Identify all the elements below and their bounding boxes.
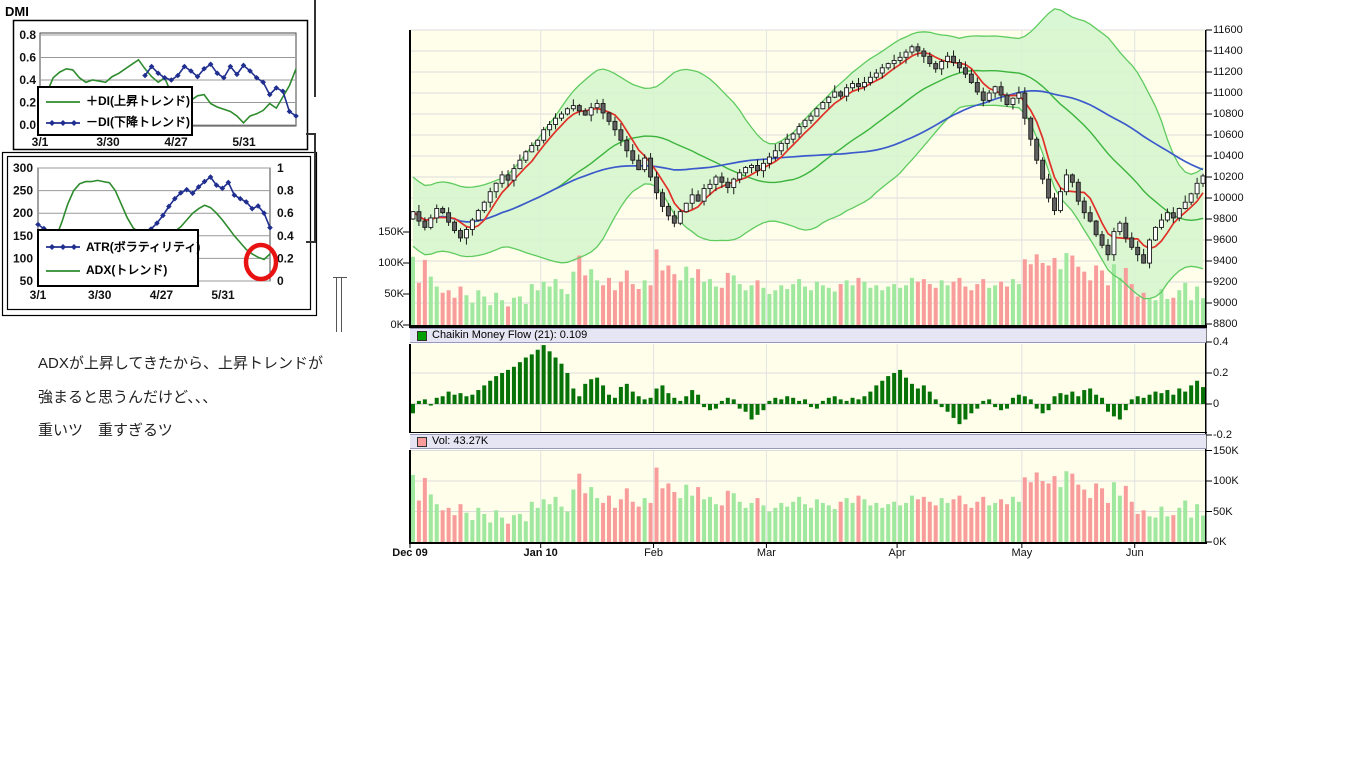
annotation-line-2: 強まると思うんだけど、、、: [38, 389, 218, 406]
svg-text:100: 100: [13, 251, 33, 265]
price-axis-label: 9600: [1213, 234, 1238, 246]
svg-text:4/27: 4/27: [150, 288, 174, 302]
svg-text:0.6: 0.6: [19, 51, 36, 65]
svg-text:0.4: 0.4: [19, 73, 36, 87]
svg-text:3/30: 3/30: [96, 135, 120, 149]
month-axis-label: Jun: [1125, 547, 1144, 559]
svg-text:5/31: 5/31: [232, 135, 256, 149]
svg-text:50: 50: [20, 274, 34, 288]
svg-text:150: 150: [13, 229, 33, 243]
price-axis-label: 10200: [1213, 171, 1244, 183]
price-axis-label: 9800: [1213, 213, 1238, 225]
plus-di-line-marker: [45, 95, 81, 107]
frame-fragment-bracket-t1: [306, 133, 314, 135]
price-axis-label: 8800: [1213, 318, 1238, 330]
volume-axis-label: 150K: [1213, 444, 1239, 457]
legend-item-adx: ADX(トレンド): [39, 261, 197, 278]
volume-header-label: Vol: 43.27K: [432, 435, 489, 447]
svg-text:5/31: 5/31: [211, 288, 235, 302]
price-axis-label: 10600: [1213, 129, 1244, 141]
volume-swatch-icon: [417, 436, 427, 447]
month-axis-label: Jan 10: [523, 547, 558, 559]
main-chart-axes: [403, 29, 1212, 548]
price-axis-label: 10000: [1213, 192, 1244, 204]
svg-text:250: 250: [13, 184, 33, 198]
adx-label: ADX(トレンド): [86, 263, 168, 278]
price-axis-label: 10800: [1213, 108, 1244, 120]
month-axis-label: Apr: [888, 547, 906, 559]
volume-axis-label: 0K: [1213, 536, 1227, 548]
cmf-header-label: Chaikin Money Flow (21): 0.109: [432, 329, 588, 341]
price-axis-label: 11000: [1213, 87, 1243, 99]
svg-text:0.8: 0.8: [19, 28, 36, 42]
svg-text:300: 300: [13, 161, 33, 175]
frame-fragment-corner-v1: [336, 278, 337, 332]
atr-adx-legend: ATR(ボラティリティ) ADX(トレンド): [37, 229, 201, 287]
plus-di-label: ＋DI(上昇トレンド): [86, 94, 190, 108]
month-axis-label: Feb: [644, 547, 664, 559]
svg-text:3/30: 3/30: [88, 288, 112, 302]
svg-text:3/1: 3/1: [30, 288, 47, 302]
month-axis-label: Mar: [756, 547, 776, 559]
cmf-axis-label: 0.4: [1213, 336, 1229, 348]
volume-plot[interactable]: [410, 450, 1206, 542]
svg-text:0.8: 0.8: [277, 184, 294, 198]
atr-line-marker: [45, 240, 81, 252]
svg-text:0: 0: [277, 274, 284, 288]
volume-overlay-axis-label: 100K: [378, 257, 404, 269]
svg-text:0.0: 0.0: [19, 118, 36, 132]
svg-text:0.2: 0.2: [277, 251, 294, 265]
frame-fragment-bracket-v: [314, 133, 316, 243]
cmf-panel-header: Chaikin Money Flow (21): 0.109: [410, 328, 1206, 343]
volume-panel-header: Vol: 43.27K: [410, 434, 1206, 449]
volume-axis-label: 50K: [1213, 505, 1233, 518]
adx-line-marker: [45, 264, 81, 276]
dmi-chart-title: DMI: [5, 4, 29, 19]
svg-text:3/1: 3/1: [32, 135, 49, 149]
price-plot[interactable]: [410, 8, 1206, 325]
minus-di-line-marker: [45, 116, 81, 128]
cmf-plot[interactable]: [410, 344, 1206, 432]
volume-overlay-axis-label: 50K: [384, 288, 404, 300]
volume-overlay-axis-label: 150K: [378, 226, 404, 238]
frame-fragment-corner-h: [333, 277, 347, 278]
legend-item-minus-di: －DI(下降トレンド): [39, 113, 191, 130]
dmi-legend: ＋DI(上昇トレンド) －DI(下降トレンド): [37, 86, 193, 136]
minus-di-label: －DI(下降トレンド): [86, 115, 190, 129]
legend-item-atr: ATR(ボラティリティ): [39, 238, 201, 255]
cmf-axis-label: 0.2: [1213, 367, 1229, 379]
svg-text:0.6: 0.6: [277, 206, 294, 220]
price-axis-label: 9000: [1213, 297, 1238, 309]
svg-text:1: 1: [277, 161, 284, 175]
price-axis-label: 10400: [1213, 150, 1244, 162]
svg-text:0.2: 0.2: [19, 96, 36, 110]
frame-fragment-corner-v2: [341, 278, 342, 332]
frame-fragment-bracket-t2: [306, 241, 314, 243]
cmf-axis-label: 0: [1213, 398, 1220, 410]
volume-overlay-axis-label: 0K: [390, 319, 404, 331]
price-axis-label: 9200: [1213, 276, 1238, 288]
svg-text:200: 200: [13, 206, 33, 220]
month-axis-label: May: [1011, 547, 1033, 559]
annotation-line-3: 重いツ 重すぎるツ: [38, 422, 173, 439]
svg-text:4/27: 4/27: [164, 135, 188, 149]
atr-label: ATR(ボラティリティ): [86, 239, 201, 254]
price-axis-label: 11600: [1213, 24, 1243, 36]
red-circle-annotation: [243, 242, 279, 282]
legend-item-plus-di: ＋DI(上昇トレンド): [39, 92, 191, 109]
cmf-swatch-icon: [417, 330, 427, 341]
cmf-axis-label: -0.2: [1213, 429, 1232, 441]
month-axis-label: Dec 09: [392, 547, 428, 559]
svg-text:0.4: 0.4: [277, 229, 294, 243]
annotation-line-1: ADXが上昇してきたから、上昇トレンドが: [38, 355, 323, 372]
price-axis-label: 9400: [1213, 255, 1238, 267]
volume-axis-label: 100K: [1213, 475, 1239, 487]
price-axis-label: 11200: [1213, 66, 1243, 78]
frame-fragment-top: [314, 0, 316, 97]
price-axis-label: 11400: [1213, 45, 1243, 57]
